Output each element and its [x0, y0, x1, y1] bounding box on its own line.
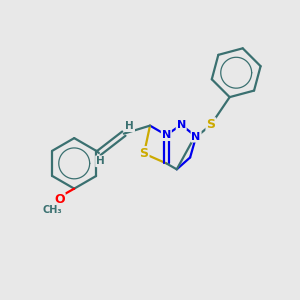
- Text: CH₃: CH₃: [43, 205, 63, 215]
- Text: N: N: [191, 132, 201, 142]
- Text: N: N: [162, 130, 171, 140]
- Text: N: N: [177, 120, 186, 130]
- Text: O: O: [54, 193, 65, 206]
- Text: H: H: [125, 121, 134, 131]
- Text: H: H: [96, 156, 105, 166]
- Text: S: S: [206, 118, 215, 131]
- Text: S: S: [140, 147, 148, 160]
